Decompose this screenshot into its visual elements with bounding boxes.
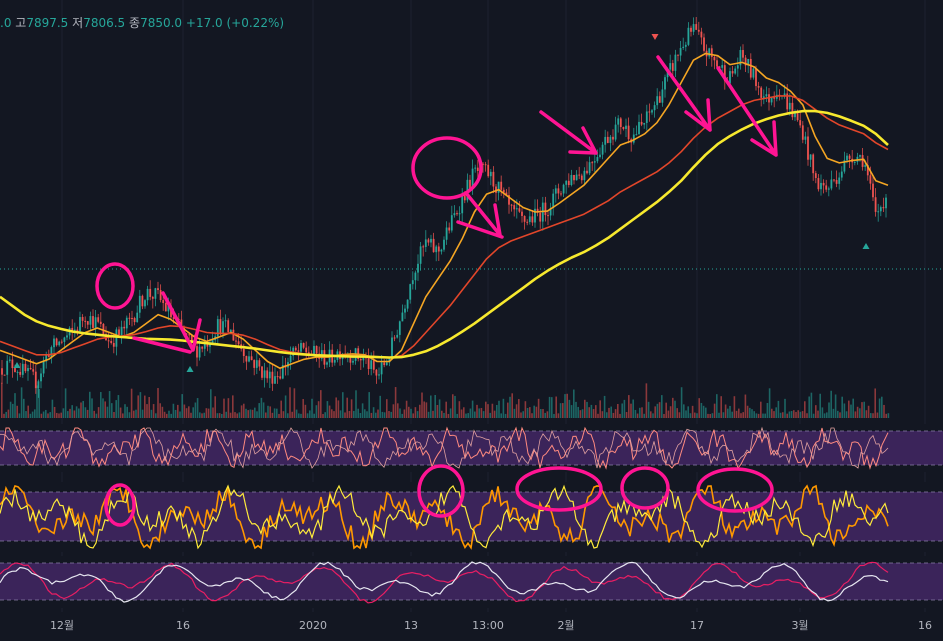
oscillator-pane-3: [0, 556, 943, 608]
x-tick-label-8: 16: [918, 619, 932, 632]
oscillator-pane-1: [0, 424, 943, 472]
ma-line-3: [0, 109, 889, 359]
moving-average-lines: [0, 52, 889, 370]
legend-low-label: 저: [72, 16, 84, 30]
x-tick-label-4: 13:00: [472, 619, 504, 632]
oscillator-1-line-1: [0, 426, 889, 469]
oscillator-2-line-0: [0, 484, 889, 550]
ma-line-1: [0, 52, 889, 370]
signal-marker-3: [651, 34, 659, 40]
annotation-arrow-2: [456, 191, 504, 239]
annotation-circle-left: [95, 262, 135, 310]
signal-marker-0: [13, 362, 21, 368]
annotation-arrow-4: [656, 55, 712, 132]
hand-drawn-annotations: [95, 55, 778, 527]
volume-pane: [1, 382, 890, 418]
oscillator-1-band: [0, 431, 943, 465]
oscillator-3-line-1: [0, 561, 889, 603]
oscillator-pane-2: [0, 482, 943, 552]
x-tick-label-7: 3월: [791, 619, 808, 632]
x-tick-label-3: 13: [404, 619, 418, 632]
annotation-circle-osc-4: [620, 466, 670, 510]
ohlc-legend: .0 고7897.5 저7806.5 종7850.0 +17.0 (+0.22%…: [0, 14, 284, 31]
legend-close-label: 종: [129, 16, 141, 30]
annotation-circle-top: [411, 136, 483, 200]
ma-line-2: [0, 95, 889, 359]
annotation-arrow-5: [716, 66, 778, 157]
x-tick-label-2: 2020: [299, 619, 327, 632]
legend-low-value: 7806.5: [83, 16, 126, 30]
oscillator-1-line-0: [0, 426, 889, 470]
oscillator-2-line-1: [0, 484, 889, 550]
signal-marker-2: [862, 243, 870, 249]
annotation-circle-osc-2: [417, 464, 465, 518]
x-tick-label-5: 2월: [557, 619, 574, 632]
legend-high-label: 고: [15, 16, 27, 30]
oscillator-2-band: [0, 492, 943, 541]
time-axis: 12월 16 2020 13 13:00 2월 17 3월 16: [50, 619, 932, 632]
annotation-circle-osc-1: [104, 483, 136, 527]
legend-high-value: 7897.5: [26, 16, 69, 30]
annotation-arrow-3: [539, 110, 598, 155]
legend-change: +17.0 (+0.22%): [185, 16, 285, 30]
x-tick-label-1: 16: [176, 619, 190, 632]
annotation-circle-osc-3: [515, 466, 603, 512]
x-tick-label-0: 12월: [50, 619, 74, 632]
signal-markers: [13, 34, 870, 372]
oscillator-3-line-0: [0, 561, 889, 604]
annotation-circle-osc-5: [696, 467, 774, 513]
x-tick-label-6: 17: [690, 619, 704, 632]
annotation-arrow-1: [132, 291, 202, 354]
oscillator-3-band: [0, 563, 943, 600]
signal-marker-1: [186, 366, 194, 372]
legend-open-fragment: .0: [0, 16, 12, 30]
legend-close-value: 7850.0: [140, 16, 183, 30]
